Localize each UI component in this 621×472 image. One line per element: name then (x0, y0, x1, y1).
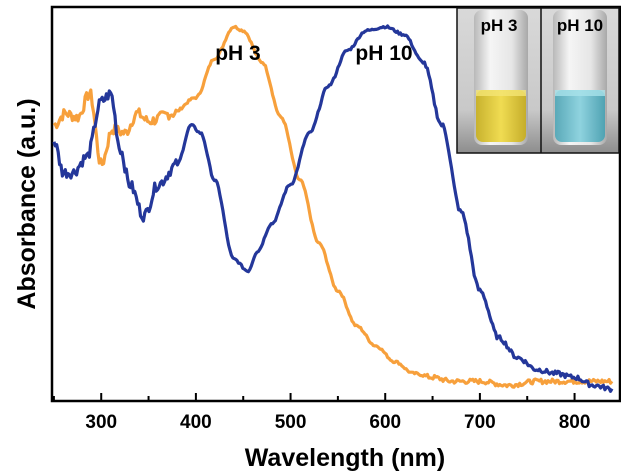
x-tick-label: 700 (464, 412, 496, 433)
x-tick-label: 300 (85, 412, 117, 433)
series-label-ph3: pH 3 (215, 42, 261, 65)
test-tube-ph10 (553, 10, 607, 145)
series-line-ph10 (52, 24, 614, 393)
inset-label-ph10: pH 10 (557, 16, 603, 35)
x-tick-label: 800 (559, 412, 591, 433)
y-axis-title: Absorbance (a.u.) (13, 98, 41, 309)
x-tick-label: 600 (369, 412, 401, 433)
series-layer (52, 24, 614, 393)
x-axis-title: Wavelength (nm) (245, 444, 445, 472)
x-tick-label: 500 (275, 412, 307, 433)
series-label-ph10: pH 10 (355, 42, 412, 65)
x-tick-label: 400 (180, 412, 212, 433)
test-tube-ph3 (474, 10, 528, 145)
inset-label-ph3: pH 3 (481, 16, 518, 35)
x-axis-ticks: 300 400 500 600 700 800 (52, 393, 591, 433)
series-line-ph3 (52, 24, 614, 389)
inset-photo: pH 3 pH 10 (456, 7, 620, 154)
